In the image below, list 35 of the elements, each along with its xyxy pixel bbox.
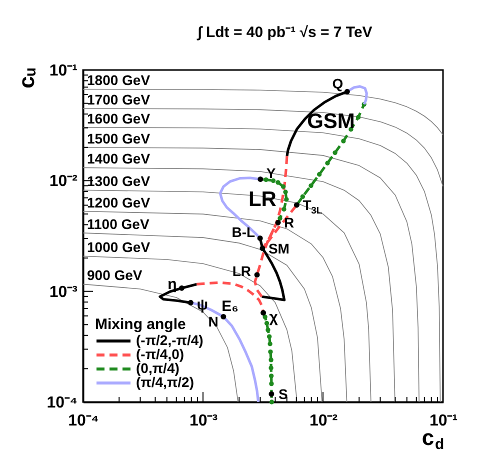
annotation: Q	[332, 76, 344, 92]
annotation: R	[284, 214, 294, 231]
annotation: 900 GeV	[87, 267, 143, 284]
annotation: B-L	[232, 224, 256, 240]
annotation: GSM	[307, 110, 355, 133]
annotation: 1800 GeV	[87, 72, 151, 88]
annotation: χ	[269, 308, 278, 326]
annotation: 1300 GeV	[87, 173, 151, 190]
annotation: 1700 GeV	[87, 91, 151, 108]
y-tick-label: 10⁻⁴	[46, 394, 78, 412]
annotation: SM	[268, 240, 290, 256]
x-tick-label: 10⁻⁴	[68, 412, 99, 430]
y-tick-label: 10⁻²	[49, 173, 78, 190]
y-tick-label: 10⁻¹	[49, 62, 78, 80]
annotation: 1200 GeV	[87, 194, 151, 210]
annotation: LR	[248, 188, 276, 211]
y-axis-title: cᵤ	[14, 68, 39, 88]
annotation: 1400 GeV	[87, 150, 151, 167]
legend-title: Mixing angle	[95, 316, 186, 333]
annotation: LR	[232, 262, 252, 279]
annotation: 1100 GeV	[87, 216, 150, 232]
annotation: 1500 GeV	[87, 130, 151, 146]
annotation: Y	[266, 165, 276, 182]
annotation: 1600 GeV	[87, 110, 151, 126]
annotation: E₆	[222, 298, 238, 315]
annotation: N	[208, 314, 218, 330]
x-tick-label: 10⁻¹	[429, 412, 458, 430]
annotation: ψ	[196, 296, 208, 314]
x-tick-label: 10⁻²	[309, 412, 338, 430]
y-tick-label: 10⁻³	[49, 284, 78, 301]
annotation: 1000 GeV	[87, 239, 151, 256]
x-tick-label: 10⁻³	[189, 412, 218, 430]
legend-label: (-π/2,-π/4)	[136, 332, 204, 348]
chart-title: ∫ Ldt = 40 pb⁻¹ √s = 7 TeV	[196, 24, 372, 41]
annotation: S	[278, 386, 288, 402]
